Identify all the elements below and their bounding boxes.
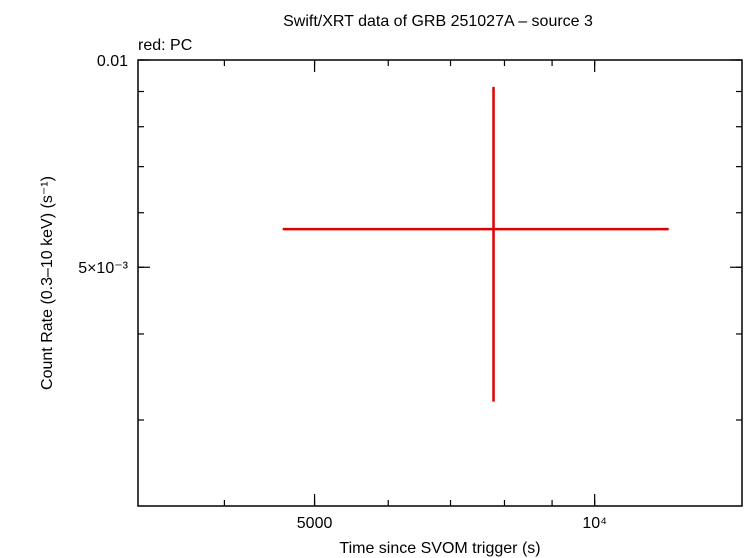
x-tick-label: 5000 — [297, 515, 333, 532]
x-axis-label: Time since SVOM trigger (s) — [339, 540, 540, 557]
x-tick-label: 10⁴ — [582, 515, 607, 532]
y-tick-label: 0.01 — [97, 53, 128, 70]
chart-title: Swift/XRT data of GRB 251027A – source 3 — [283, 13, 593, 30]
y-tick-label: 5×10⁻³ — [78, 260, 128, 277]
y-axis-label: Count Rate (0.3–10 keV) (s⁻¹) — [39, 176, 56, 390]
annotation: red: PC — [138, 37, 192, 54]
plot-frame — [137, 59, 743, 507]
